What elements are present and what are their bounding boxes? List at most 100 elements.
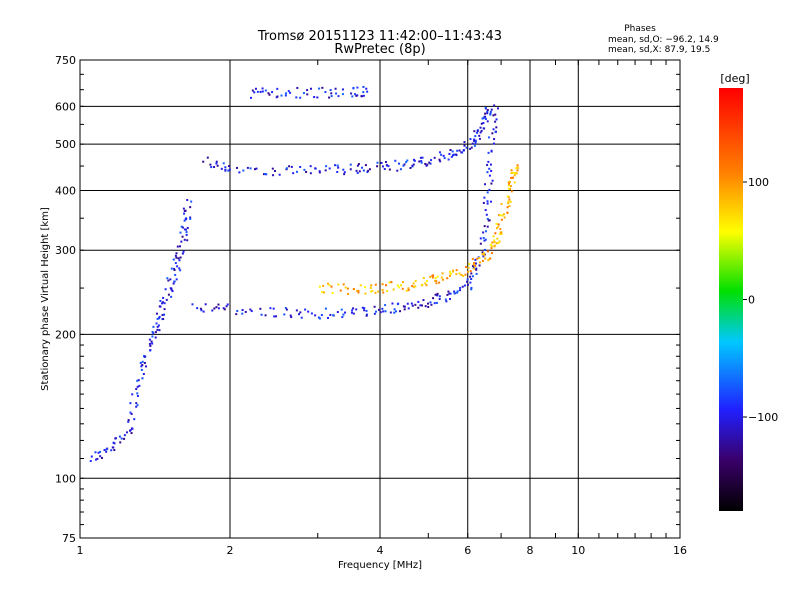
scatter-point [420, 160, 423, 163]
scatter-point [304, 308, 307, 311]
scatter-point [476, 257, 479, 260]
scatter-point [486, 250, 489, 253]
scatter-point [157, 317, 160, 320]
scatter-point [465, 146, 468, 149]
scatter-point [488, 188, 491, 191]
scatter-point [320, 314, 323, 317]
scatter-point [228, 168, 231, 171]
scatter-point [349, 168, 352, 171]
scatter-point [460, 273, 463, 276]
y-tick-label: 500 [55, 138, 76, 151]
scatter-point [508, 182, 511, 185]
scatter-point [470, 288, 473, 291]
scatter-point [215, 160, 218, 163]
scatter-point [420, 161, 423, 164]
scatter-point [411, 304, 414, 307]
scatter-point [470, 286, 473, 289]
y-tick-label: 600 [55, 100, 76, 113]
scatter-point [249, 96, 252, 99]
scatter-point [420, 304, 423, 307]
scatter-point [491, 179, 494, 182]
scatter-point [103, 449, 106, 452]
scatter-point [435, 279, 438, 282]
scatter-point [455, 269, 458, 272]
scatter-point [393, 311, 396, 314]
scatter-point [482, 231, 485, 234]
y-tick-label: 75 [62, 532, 76, 545]
scatter-point [242, 169, 245, 172]
scatter-point [403, 308, 406, 311]
scatter-point [396, 303, 399, 306]
scatter-point [471, 265, 474, 268]
scatter-point [303, 168, 306, 171]
scatter-point [506, 195, 509, 198]
scatter-point [435, 301, 438, 304]
scatter-point [480, 129, 483, 132]
scatter-point [500, 218, 503, 221]
scatter-point [516, 166, 519, 169]
scatter-point [329, 313, 332, 316]
scatter-point [500, 232, 503, 235]
scatter-point [356, 289, 359, 292]
scatter-point [185, 233, 188, 236]
scatter-point [158, 315, 161, 318]
y-axis-label: Stationary phase Virtual Height [km] [40, 207, 51, 391]
scatter-point [427, 302, 430, 305]
scatter-point [241, 312, 244, 315]
scatter-point [448, 152, 451, 155]
scatter-point [470, 278, 473, 281]
scatter-point [436, 275, 439, 278]
scatter-point [210, 166, 213, 169]
scatter-point [495, 222, 498, 225]
scatter-point [166, 277, 169, 280]
scatter-point [440, 276, 443, 279]
scatter-point [491, 252, 494, 255]
scatter-point [370, 290, 373, 293]
scatter-point [419, 156, 422, 159]
scatter-point [150, 340, 153, 343]
scatter-point [154, 336, 157, 339]
scatter-point [337, 283, 340, 286]
scatter-point [506, 206, 509, 209]
scatter-point [176, 265, 179, 268]
scatter-point [174, 262, 177, 265]
scatter-point [513, 181, 516, 184]
scatter-point [336, 164, 339, 167]
scatter-point [468, 263, 471, 266]
scatter-point [483, 254, 486, 257]
scatter-point [497, 225, 500, 228]
scatter-point [487, 160, 490, 163]
scatter-point [492, 114, 495, 117]
scatter-point [398, 286, 401, 289]
scatter-point [458, 149, 461, 152]
scatter-point [484, 106, 487, 109]
scatter-point [173, 280, 176, 283]
scatter-point [478, 137, 481, 140]
scatter-point [251, 89, 254, 92]
scatter-point [368, 168, 371, 171]
y-tick-label: 300 [55, 244, 76, 257]
scatter-point [373, 312, 376, 315]
scatter-point [490, 108, 493, 111]
scatter-point [434, 293, 437, 296]
scatter-point [359, 284, 362, 287]
scatter-point [317, 316, 320, 319]
scatter-point [162, 318, 165, 321]
scatter-point [136, 379, 139, 382]
scatter-point [94, 451, 97, 454]
scatter-point [309, 172, 312, 175]
scatter-point [259, 90, 262, 93]
scatter-point [356, 86, 359, 89]
scatter-point [180, 225, 183, 228]
scatter-point [459, 286, 462, 289]
scatter-point [155, 322, 158, 325]
scatter-point [495, 126, 498, 129]
scatter-point [472, 267, 475, 270]
scatter-point [436, 292, 439, 295]
scatter-point [120, 437, 123, 440]
scatter-point [516, 164, 519, 167]
scatter-point [474, 262, 477, 265]
scatter-point [490, 149, 493, 152]
scatter-point [96, 457, 99, 460]
scatter-point [472, 261, 475, 264]
